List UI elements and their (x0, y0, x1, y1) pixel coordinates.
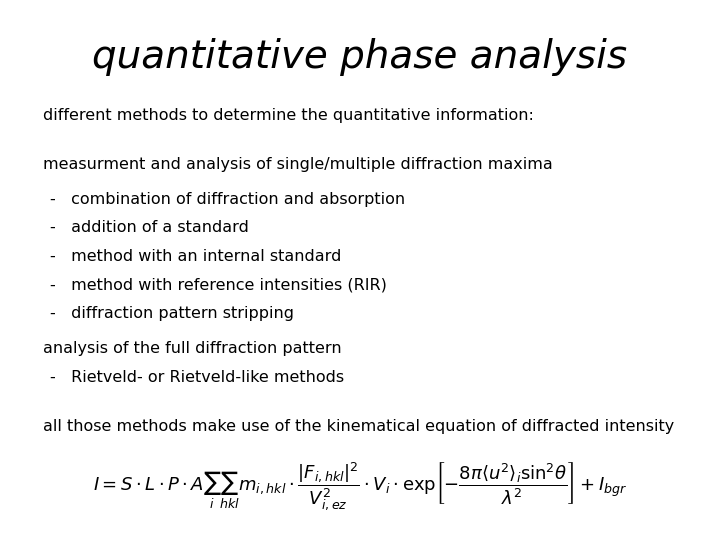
Text: quantitative phase analysis: quantitative phase analysis (92, 38, 628, 76)
Text: -   method with an internal standard: - method with an internal standard (50, 249, 342, 264)
Text: measurment and analysis of single/multiple diffraction maxima: measurment and analysis of single/multip… (43, 157, 553, 172)
Text: all those methods make use of the kinematical equation of diffracted intensity: all those methods make use of the kinema… (43, 418, 675, 434)
Text: analysis of the full diffraction pattern: analysis of the full diffraction pattern (43, 341, 342, 356)
Text: -   method with reference intensities (RIR): - method with reference intensities (RIR… (50, 278, 387, 293)
Text: -   addition of a standard: - addition of a standard (50, 220, 249, 235)
Text: -   diffraction pattern stripping: - diffraction pattern stripping (50, 306, 294, 321)
Text: $I = S \cdot L \cdot P \cdot A \sum_{i} \sum_{hkl} m_{i,hkl} \cdot \dfrac{\left|: $I = S \cdot L \cdot P \cdot A \sum_{i} … (93, 460, 627, 512)
Text: different methods to determine the quantitative information:: different methods to determine the quant… (43, 108, 534, 123)
Text: -   Rietveld- or Rietveld-like methods: - Rietveld- or Rietveld-like methods (50, 370, 345, 385)
Text: -   combination of diffraction and absorption: - combination of diffraction and absorpt… (50, 192, 405, 207)
